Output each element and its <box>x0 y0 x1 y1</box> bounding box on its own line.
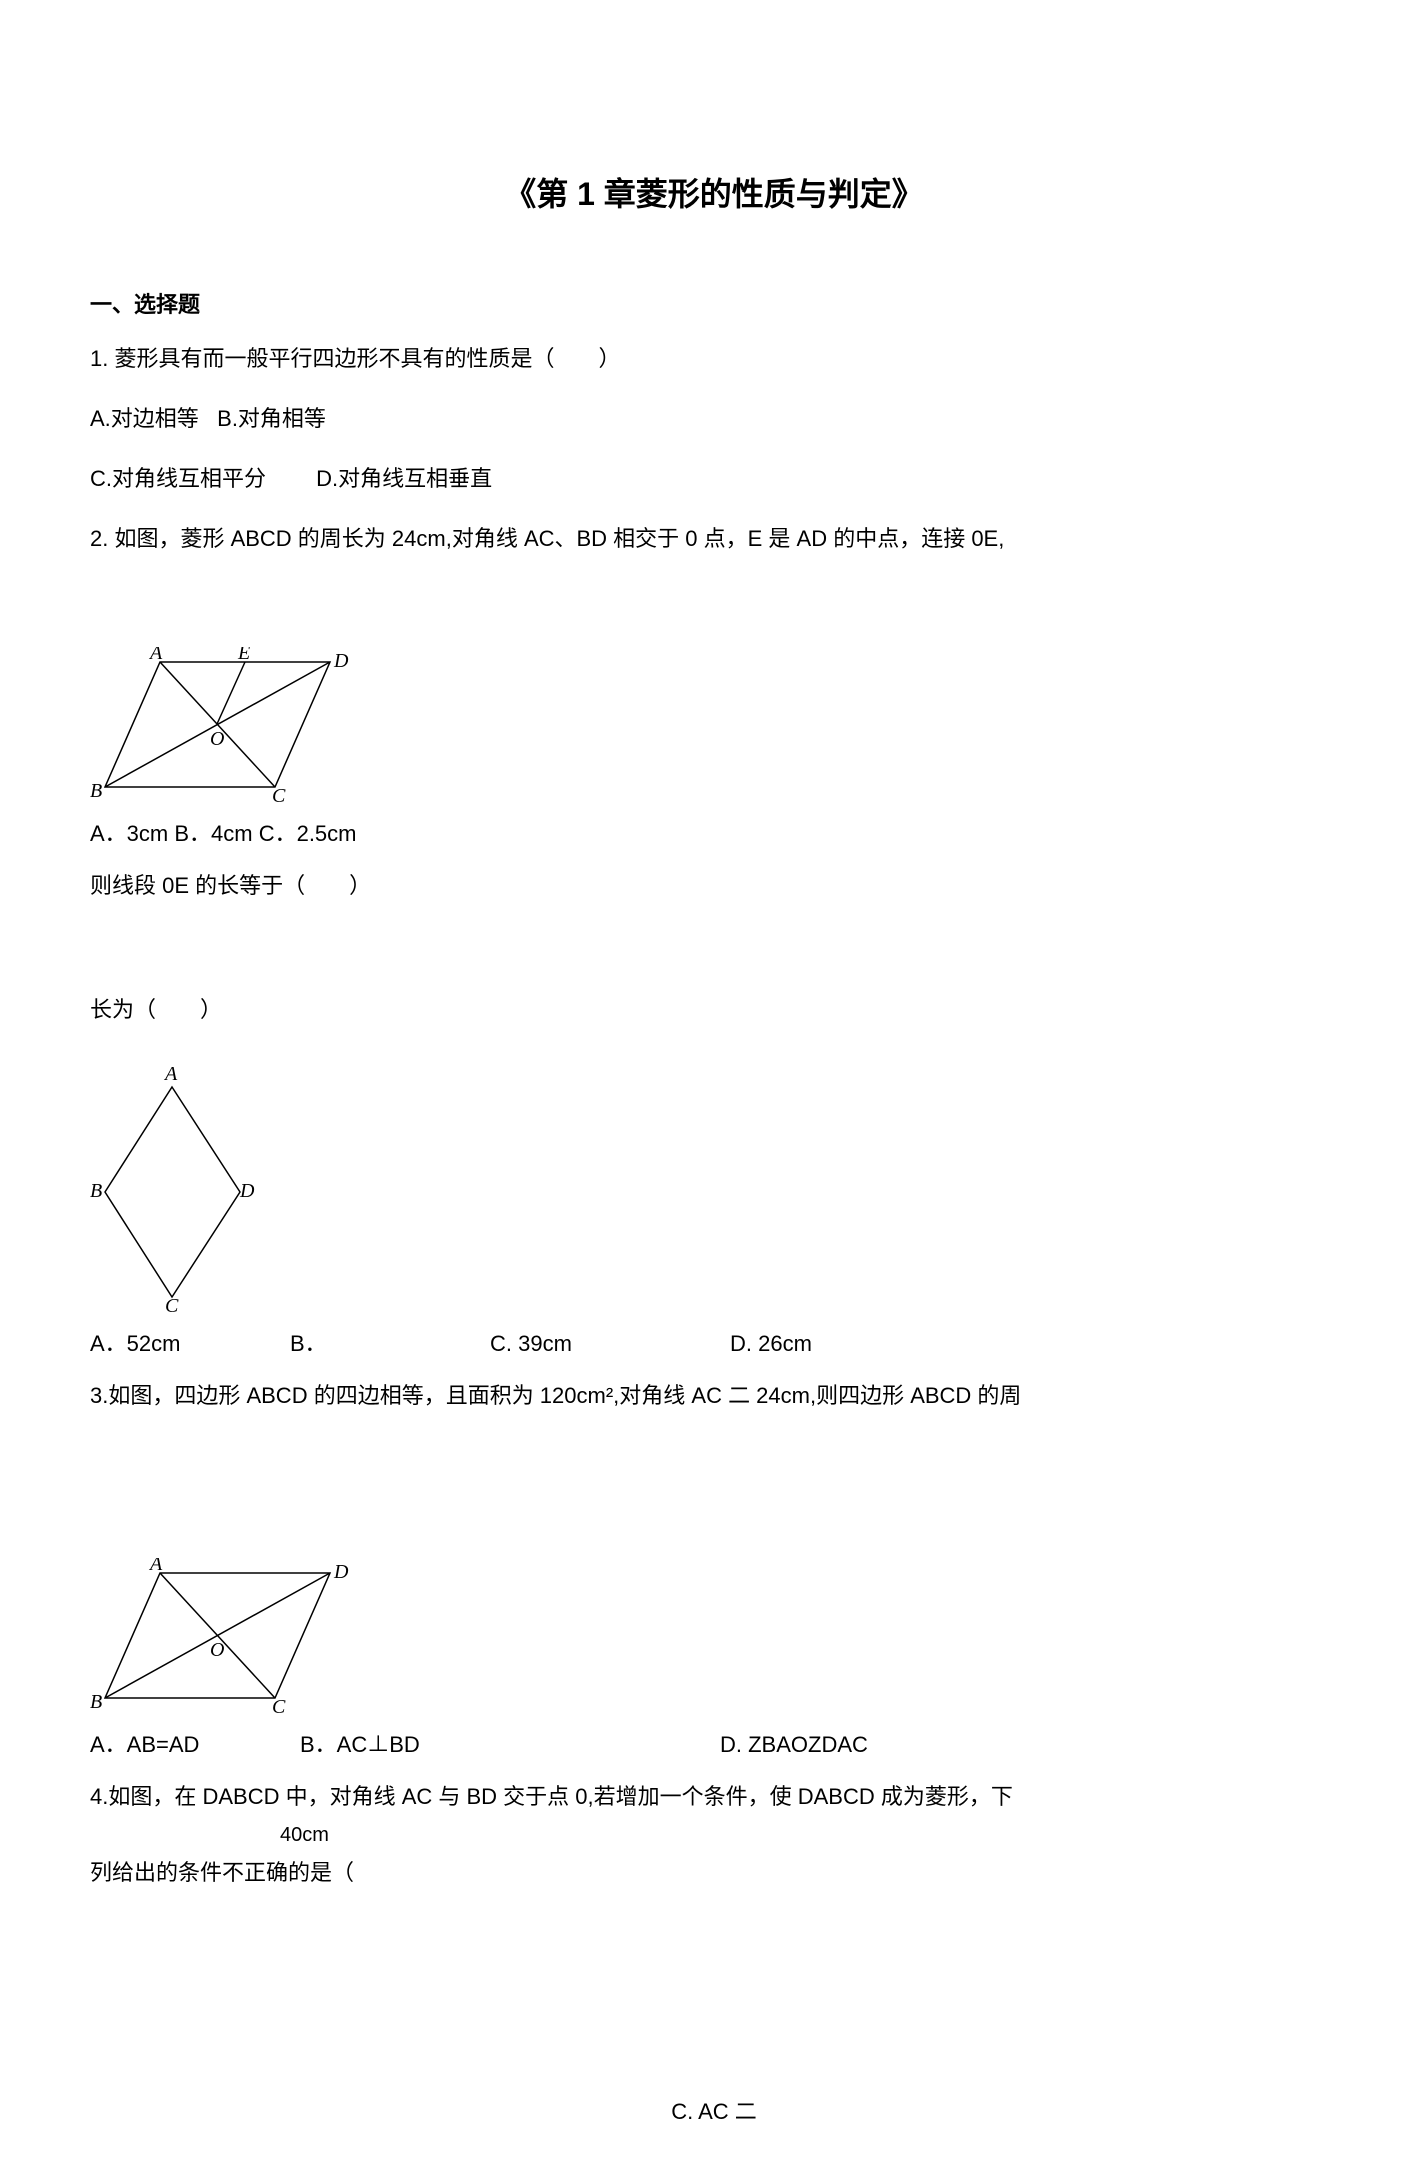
svg-text:B: B <box>90 780 102 802</box>
svg-text:A: A <box>148 647 163 664</box>
q3-opt-b: B． <box>290 1322 490 1366</box>
q1-options-cd: C.对角线互相平分 D.对角线互相垂直 <box>90 457 1338 501</box>
parallelogram-diagram-icon: A D B C O <box>90 1558 350 1713</box>
q1-opt-a: A.对边相等 <box>90 406 199 431</box>
svg-text:O: O <box>210 1639 224 1661</box>
q4-figure: A D B C O <box>90 1558 1338 1713</box>
q1-opt-d: D.对角线互相垂直 <box>316 466 492 491</box>
rhombus-vertical-diagram-icon: A B D C <box>90 1062 255 1312</box>
q2-options: A．3cm B．4cm C．2.5cm <box>90 812 1338 856</box>
q2-stem1: 2. 如图，菱形 ABCD 的周长为 24cm,对角线 AC、BD 相交于 0 … <box>90 517 1338 561</box>
q1-opt-b: B.对角相等 <box>217 406 326 431</box>
svg-text:B: B <box>90 1180 102 1202</box>
svg-text:D: D <box>333 650 349 672</box>
svg-text:A: A <box>163 1063 178 1085</box>
q3-options: A．52cm B． C. 39cm D. 26cm <box>90 1322 1338 1366</box>
q1-opt-c: C.对角线互相平分 <box>90 457 310 501</box>
svg-text:E: E <box>237 647 250 664</box>
svg-text:B: B <box>90 1691 102 1713</box>
svg-text:A: A <box>148 1558 163 1575</box>
page-title: 《第 1 章菱形的性质与判定》 <box>90 170 1338 218</box>
q3-opt-d: D. 26cm <box>730 1322 930 1366</box>
q4-options: A．AB=AD B．AC⊥BD D. ZBAOZDAC <box>90 1723 1338 1767</box>
question-1: 1. 菱形具有而一般平行四边形不具有的性质是（ ） A.对边相等 B.对角相等 … <box>90 337 1338 501</box>
q3-stem-after: 3.如图，四边形 ABCD 的四边相等，且面积为 120cm²,对角线 AC 二… <box>90 1374 1338 1418</box>
q4-opt-b: B．AC⊥BD <box>300 1723 720 1767</box>
section-header: 一、选择题 <box>90 288 1338 321</box>
q4-opt-d: D. ZBAOZDAC <box>720 1723 920 1767</box>
q1-stem: 1. 菱形具有而一般平行四边形不具有的性质是（ ） <box>90 337 1338 381</box>
q4-opt-a: A．AB=AD <box>90 1723 300 1767</box>
rhombus-diagram-icon: A E D B C O <box>90 647 350 802</box>
svg-text:D: D <box>333 1561 349 1583</box>
svg-text:C: C <box>165 1295 179 1312</box>
question-4: A D B C O A．AB=AD B．AC⊥BD D. ZBAOZDAC 4.… <box>90 1558 1338 1895</box>
q3-opt-c: C. 39cm <box>490 1322 730 1366</box>
q4-mid-text: 40cm <box>280 1815 1338 1855</box>
q3-figure: A B D C <box>90 1062 1338 1312</box>
svg-text:D: D <box>239 1180 255 1202</box>
q2-stem2: 则线段 0E 的长等于（ ） <box>90 864 1338 908</box>
q1-options-ab: A.对边相等 B.对角相等 <box>90 397 1338 441</box>
q4-stem-after1: 4.如图，在 DABCD 中，对角线 AC 与 BD 交于点 0,若增加一个条件… <box>90 1775 1338 1819</box>
q3-opt-a: A．52cm <box>90 1322 290 1366</box>
svg-text:O: O <box>210 728 224 750</box>
svg-text:C: C <box>272 1696 286 1713</box>
q3-stem-pre: 长为（ ） <box>90 988 1338 1032</box>
question-3: 长为（ ） A B D C A．52cm B． C. 39cm D. 26cm … <box>90 988 1338 1418</box>
q2-figure: A E D B C O <box>90 647 1338 802</box>
svg-text:C: C <box>272 785 286 802</box>
q4-stem-after2: 列给出的条件不正确的是（ <box>90 1851 1338 1895</box>
question-2: 2. 如图，菱形 ABCD 的周长为 24cm,对角线 AC、BD 相交于 0 … <box>90 517 1338 908</box>
